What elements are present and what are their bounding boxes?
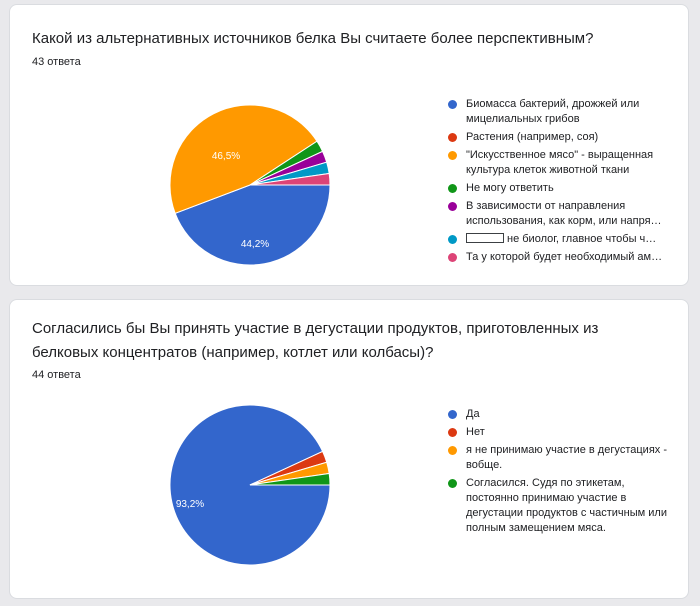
legend-item: Не могу ответить [447,181,672,196]
legend-label: Нет [466,426,485,438]
legend-label-wrap: не биолог, главное чтобы ч… [466,232,672,247]
slice-data-label: 44,2% [241,239,269,250]
question-title: Согласились бы Вы принять участие в дегу… [32,320,599,361]
question-title: Какой из альтернативных источников белка… [32,30,594,47]
legend-item: Та у которой будет необходимый ам… [447,250,672,265]
legend-label: не биолог, главное чтобы ч… [507,233,657,245]
chart-legend: Да Нет я не принимаю участие в дегуcтаци… [447,407,672,539]
legend-label: Согласился. Судя по этикетам, постоянно … [466,477,667,534]
slice-data-label: 46,5% [212,151,240,162]
question-card-2: Согласились бы Вы принять участие в дегу… [9,299,689,599]
legend-dot [448,151,457,160]
response-count: 43 ответа [32,56,81,68]
legend-label: Та у которой будет необходимый ам… [466,251,663,263]
legend-dot [448,235,457,244]
legend-dot [448,479,457,488]
chart-legend: Биомасса бактерий, дрожжей или мицелиаль… [447,97,672,268]
slice-data-label: 93,2% [176,499,204,510]
legend-dot [448,410,457,419]
legend-label: Да [466,408,480,420]
question-card-1: Какой из альтернативных источников белка… [9,4,689,286]
legend-label: В зависимости от направления использован… [466,200,662,227]
legend-label: Не могу ответить [466,182,554,194]
pie-slice[interactable] [174,184,331,266]
legend-label: я не принимаю участие в дегуcтациях - во… [466,444,667,471]
legend-item: Согласился. Судя по этикетам, постоянно … [447,476,672,536]
legend-label: Растения (например, соя) [466,131,599,143]
response-count: 44 ответа [32,369,81,381]
legend-item: Да [447,407,672,422]
pie-slice[interactable] [169,104,318,214]
legend-dot [448,428,457,437]
redacted-box [466,233,504,243]
pie-chart: 93,2% [169,404,331,566]
legend-item: "Искусственное мясо" - выращенная культу… [447,148,672,178]
legend-dot [448,202,457,211]
legend-dot [448,184,457,193]
legend-dot [448,446,457,455]
legend-label: "Искусственное мясо" - выращенная культу… [466,149,654,176]
legend-item: Биомасса бактерий, дрожжей или мицелиаль… [447,97,672,127]
legend-dot [448,133,457,142]
pie-slice[interactable] [249,472,331,486]
pie-chart: 44,2% 46,5% [169,104,331,266]
legend-dot [448,100,457,109]
legend-item: Нет [447,425,672,440]
pie-slice[interactable] [249,172,331,186]
legend-label: Биомасса бактерий, дрожжей или мицелиаль… [466,98,640,125]
legend-dot [448,253,457,262]
legend-item: В зависимости от направления использован… [447,199,672,229]
legend-item: я не принимаю участие в дегуcтациях - во… [447,443,672,473]
legend-item: Растения (например, соя) [447,130,672,145]
legend-item: не биолог, главное чтобы ч… [447,232,672,247]
